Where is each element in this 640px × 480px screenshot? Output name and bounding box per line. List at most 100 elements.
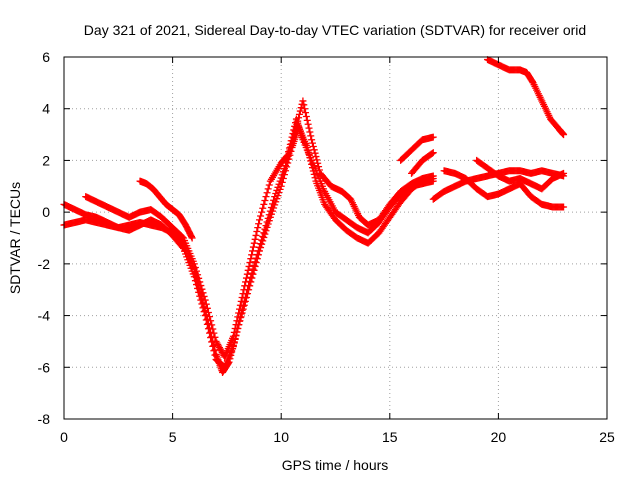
data-point [308, 139, 316, 147]
data-point [285, 144, 293, 152]
data-point [204, 308, 212, 316]
y-tick-label: -8 [38, 411, 51, 427]
data-point [202, 300, 210, 308]
data-point [560, 169, 568, 177]
data-point [178, 243, 186, 251]
data-point [284, 151, 292, 159]
data-point [200, 292, 208, 300]
data-point [249, 243, 257, 251]
data-point [244, 266, 252, 274]
data-point [257, 212, 265, 220]
data-point [206, 313, 214, 321]
data-point [302, 112, 310, 120]
data-point [272, 190, 280, 198]
data-point [278, 171, 286, 179]
data-point [255, 243, 263, 251]
data-point [307, 132, 315, 140]
data-point [310, 146, 318, 154]
data-point [258, 236, 266, 244]
data-point [229, 332, 237, 340]
data-point [429, 177, 437, 185]
data-point [247, 273, 255, 281]
series-track-j [484, 56, 568, 139]
data-point [271, 193, 279, 201]
ticks: 0 5 10 15 20 25 -8 -6 -4 -2 0 2 4 6 [38, 49, 615, 445]
data-point [261, 197, 269, 205]
data-point [192, 267, 200, 275]
data-point [194, 271, 202, 279]
data-point [428, 149, 436, 157]
data-point [300, 101, 308, 109]
data-point [240, 298, 248, 306]
data-point [289, 130, 297, 138]
data-point [191, 263, 199, 271]
data-point [254, 247, 262, 255]
data-point [282, 162, 290, 170]
data-layer [60, 56, 568, 376]
data-point [236, 301, 244, 309]
x-tick-label: 5 [169, 429, 177, 445]
y-tick-label: -6 [38, 359, 51, 375]
data-point [196, 278, 204, 286]
data-point [285, 148, 293, 156]
grid [64, 57, 607, 419]
data-point [251, 258, 259, 266]
data-point [248, 269, 256, 277]
data-point [235, 309, 243, 317]
data-point [242, 274, 250, 282]
data-point [279, 168, 287, 176]
data-point [202, 316, 210, 324]
data-point [250, 239, 258, 247]
data-point [197, 282, 205, 290]
data-point [308, 136, 316, 144]
data-point [190, 260, 198, 268]
data-point [178, 233, 186, 241]
series-track-f [408, 149, 437, 177]
data-point [211, 333, 219, 341]
y-tick-label: 4 [42, 101, 50, 117]
data-point [288, 133, 296, 141]
series-track-c [82, 115, 437, 361]
series-track-h [440, 167, 568, 211]
data-point [267, 203, 275, 211]
data-point [233, 317, 241, 325]
data-point [291, 122, 299, 130]
data-point [250, 261, 258, 269]
data-point [251, 235, 259, 243]
x-tick-label: 20 [491, 429, 507, 445]
y-tick-label: 0 [42, 204, 50, 220]
data-point [264, 185, 272, 193]
data-point [265, 181, 273, 189]
data-point [235, 305, 243, 313]
data-point [238, 293, 246, 301]
data-point [269, 200, 277, 208]
data-point [199, 289, 207, 297]
data-point [203, 304, 211, 312]
data-point [305, 124, 313, 132]
data-point [239, 290, 247, 298]
data-point [200, 308, 208, 316]
data-point [265, 211, 273, 219]
data-point [198, 285, 206, 293]
data-point [254, 224, 262, 232]
data-point [295, 110, 303, 118]
y-tick-label: -2 [38, 256, 51, 272]
data-point [296, 107, 304, 115]
data-point [303, 116, 311, 124]
data-point [283, 152, 291, 160]
data-point [260, 200, 268, 208]
data-point [258, 208, 266, 216]
data-point [276, 177, 284, 185]
data-point [195, 274, 203, 282]
y-tick-label: 6 [42, 49, 50, 65]
data-point [255, 220, 263, 228]
data-point [262, 193, 270, 201]
data-point [253, 228, 261, 236]
data-point [232, 321, 240, 329]
data-point [231, 325, 239, 332]
data-point [209, 342, 217, 350]
data-point [230, 328, 238, 336]
data-point [252, 231, 260, 239]
data-point [429, 149, 437, 157]
